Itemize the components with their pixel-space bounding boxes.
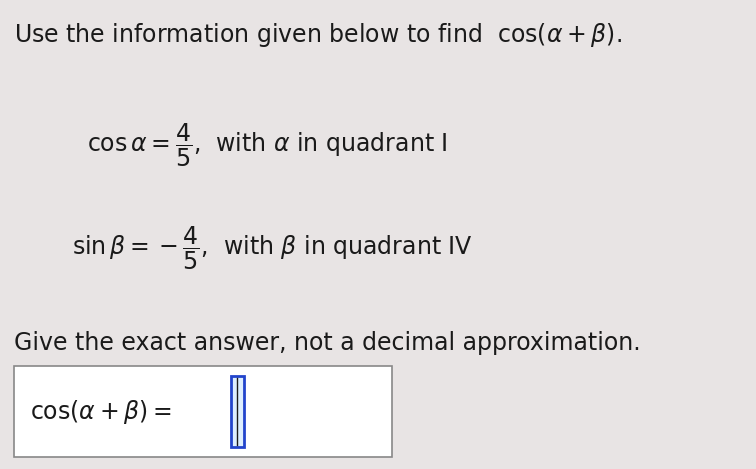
Text: $\cos\alpha=\dfrac{4}{5}$,  with $\alpha$ in quadrant I: $\cos\alpha=\dfrac{4}{5}$, with $\alpha$… bbox=[87, 122, 448, 169]
Text: Give the exact answer, not a decimal approximation.: Give the exact answer, not a decimal app… bbox=[14, 331, 640, 355]
FancyBboxPatch shape bbox=[14, 366, 392, 457]
Text: $\cos(\alpha + \beta) = $: $\cos(\alpha + \beta) = $ bbox=[30, 398, 172, 425]
Text: Use the information given below to find  $\mathrm{cos}(\alpha+\beta)$.: Use the information given below to find … bbox=[14, 21, 621, 49]
Bar bbox=[231, 376, 244, 447]
Text: $\sin\beta=-\dfrac{4}{5}$,  with $\beta$ in quadrant IV: $\sin\beta=-\dfrac{4}{5}$, with $\beta$ … bbox=[72, 225, 472, 272]
